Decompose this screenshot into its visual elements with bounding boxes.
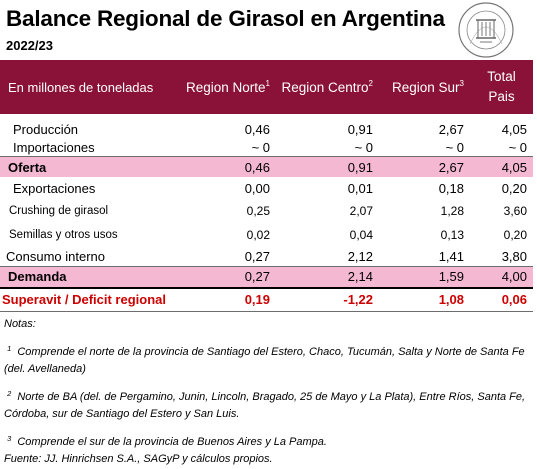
row-label: Consumo interno	[6, 248, 105, 264]
cell-centro: ~ 0	[354, 139, 373, 155]
cell-norte: 0,46	[244, 121, 270, 137]
table-row-oferta: Oferta 0,46 0,91 2,67 4,05	[0, 156, 533, 177]
note-1: 1 Comprende el norte de la provincia de …	[4, 343, 525, 376]
row-label: Exportaciones	[13, 180, 96, 196]
cell-sur: 1,28	[440, 204, 464, 218]
cell-centro: 0,04	[349, 228, 373, 242]
source-note: Fuente: JJ. Hinrichsen S.A., SAGyP y cál…	[4, 453, 273, 465]
row-label: Oferta	[0, 156, 172, 177]
cell-centro: 2,07	[349, 204, 373, 218]
cell-sur: 2,67	[438, 121, 464, 137]
cell-total: 0,06	[470, 286, 533, 312]
cell-centro: 2,12	[347, 248, 373, 264]
col-header-norte: Region Norte1	[172, 60, 276, 114]
cell-centro: 2,14	[276, 265, 379, 288]
cell-centro: 0,91	[276, 156, 379, 177]
row-label: Importaciones	[13, 139, 95, 155]
cell-total: 3,80	[501, 248, 527, 264]
balance-table: En millones de toneladas Region Norte1 R…	[0, 60, 533, 312]
row-label: Crushing de girasol	[9, 205, 109, 217]
table-row-semillas: Semillas y otros usos 0,02 0,04 0,13 0,2…	[0, 223, 533, 247]
cell-sur: ~ 0	[445, 139, 464, 155]
cell-total: 4,00	[470, 265, 533, 288]
notes-section: Notas: 1 Comprende el norte de la provin…	[4, 316, 532, 469]
col-header-total: Total Pais	[470, 60, 533, 114]
page-subtitle: 2022/23	[6, 38, 53, 53]
cell-sur: 2,67	[379, 156, 470, 177]
cell-total: 3,60	[503, 204, 527, 218]
cell-norte: ~ 0	[251, 139, 270, 155]
cell-norte: 0,46	[172, 156, 276, 177]
table-row-superavit: Superavit / Deficit regional 0,19 -1,22 …	[0, 286, 533, 312]
cell-sur: 1,41	[438, 248, 464, 264]
cell-total: 4,05	[470, 156, 533, 177]
table-row-demanda: Demanda 0,27 2,14 1,59 4,00	[0, 265, 533, 288]
notes-heading: Notas:	[4, 318, 36, 330]
table-row-crushing: Crushing de girasol 0,25 2,07 1,28 3,60	[0, 199, 533, 223]
cell-norte: 0,02	[246, 228, 270, 242]
col-header-sur: Region Sur3	[379, 60, 470, 114]
table-row-produccion: Producción 0,46 0,91 2,67 4,05	[0, 114, 533, 138]
unit-header: En millones de toneladas	[0, 60, 172, 114]
row-label: Demanda	[0, 265, 172, 288]
cell-norte: 0,25	[246, 204, 270, 218]
cell-total: 0,20	[501, 180, 527, 196]
cell-total: 4,05	[501, 121, 527, 137]
cell-sur: 0,18	[438, 180, 464, 196]
cell-norte: 0,27	[244, 248, 270, 264]
cell-centro: 0,01	[347, 180, 373, 196]
cell-centro: 0,91	[347, 121, 373, 137]
table-row-importaciones: Importaciones ~ 0 ~ 0 ~ 0 ~ 0	[0, 138, 533, 157]
cell-total: ~ 0	[508, 139, 527, 155]
cell-sur: 1,59	[379, 265, 470, 288]
row-label: Superavit / Deficit regional	[0, 286, 172, 312]
cell-total: 0,20	[503, 228, 527, 242]
table-row-exportaciones: Exportaciones 0,00 0,01 0,18 0,20	[0, 177, 533, 199]
bolsa-de-comercio-seal-logo	[458, 2, 514, 58]
table-header-row: En millones de toneladas Region Norte1 R…	[0, 60, 533, 114]
cell-norte: 0,27	[172, 265, 276, 288]
row-label: Semillas y otros usos	[9, 229, 118, 241]
page-title: Balance Regional de Girasol en Argentina	[6, 6, 445, 31]
cell-norte: 0,19	[172, 286, 276, 312]
col-header-centro: Region Centro2	[276, 60, 379, 114]
cell-sur: 0,13	[440, 228, 464, 242]
row-label: Producción	[13, 121, 79, 137]
cell-sur: 1,08	[379, 286, 470, 312]
cell-norte: 0,00	[244, 180, 270, 196]
table-row-consumo-interno: Consumo interno 0,27 2,12 1,41 3,80	[0, 247, 533, 266]
cell-centro: -1,22	[276, 286, 379, 312]
note-2: 2 Norte de BA (del. de Pergamino, Junin,…	[4, 388, 526, 421]
note-3: 3 Comprende el sur de la provincia de Bu…	[7, 433, 327, 448]
